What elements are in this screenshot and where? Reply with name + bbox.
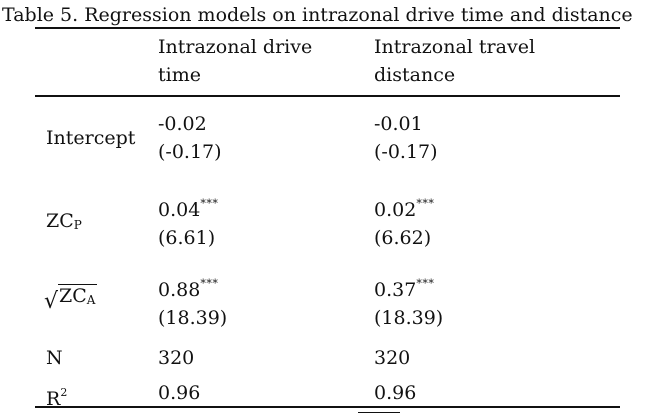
zcp-dist-tstat: (6.62) [374, 227, 432, 249]
row-label-n: N [46, 347, 63, 369]
sqrt-zca-dist-significance: *** [416, 277, 435, 290]
intercept-drive-tstat: (-0.17) [158, 141, 222, 163]
sqrt-zca-drive-cell: 0.88*** (18.39) [158, 270, 227, 332]
zcp-drive-tstat: (6.61) [158, 227, 216, 249]
intercept-drive-coef: -0.02 [158, 113, 207, 135]
row-label-zcp: ZCP [46, 210, 82, 232]
zcp-drive-coef: 0.04 [158, 199, 201, 221]
sqrt-zca-drive-tstat: (18.39) [158, 307, 228, 329]
n-dist-value: 320 [374, 347, 411, 369]
sqrt-zca-drive-coef: 0.88 [158, 279, 201, 301]
zcp-dist-coef: 0.02 [374, 199, 417, 221]
zcp-drive-cell: 0.04*** (6.61) [158, 190, 218, 252]
column-header-travel-distance: Intrazonal travel distance [374, 36, 536, 86]
sqrt-zca-dist-coef: 0.37 [374, 279, 417, 301]
intercept-dist-tstat: (-0.17) [374, 141, 438, 163]
r2-drive-value: 0.96 [158, 382, 201, 404]
column-header-drive-time: Intrazonal drive time [158, 36, 313, 86]
r2-dist-value: 0.96 [374, 382, 417, 404]
header-rule [35, 95, 620, 97]
n-drive-value: 320 [158, 347, 195, 369]
row-label-r-squared: R2 [46, 386, 68, 410]
row-label-sqrt-zca: √ ZCA [44, 284, 98, 314]
intercept-dist-cell: -0.01 (-0.17) [374, 110, 438, 166]
intercept-drive-cell: -0.02 (-0.17) [158, 110, 222, 166]
zcp-dist-significance: *** [416, 197, 435, 210]
bottom-rule [35, 406, 620, 408]
sqrt-zca-dist-cell: 0.37*** (18.39) [374, 270, 443, 332]
top-rule [35, 27, 620, 29]
row-label-intercept: Intercept [46, 127, 136, 149]
zcp-dist-cell: 0.02*** (6.62) [374, 190, 434, 252]
square-root-sign: √ [44, 289, 59, 314]
cropped-overline-mark [358, 412, 400, 413]
table-caption: Table 5. Regression models on intrazonal… [2, 4, 633, 26]
sqrt-zca-dist-tstat: (18.39) [374, 307, 444, 329]
zcp-drive-significance: *** [200, 197, 219, 210]
intercept-dist-coef: -0.01 [374, 113, 423, 135]
sqrt-zca-drive-significance: *** [200, 277, 219, 290]
